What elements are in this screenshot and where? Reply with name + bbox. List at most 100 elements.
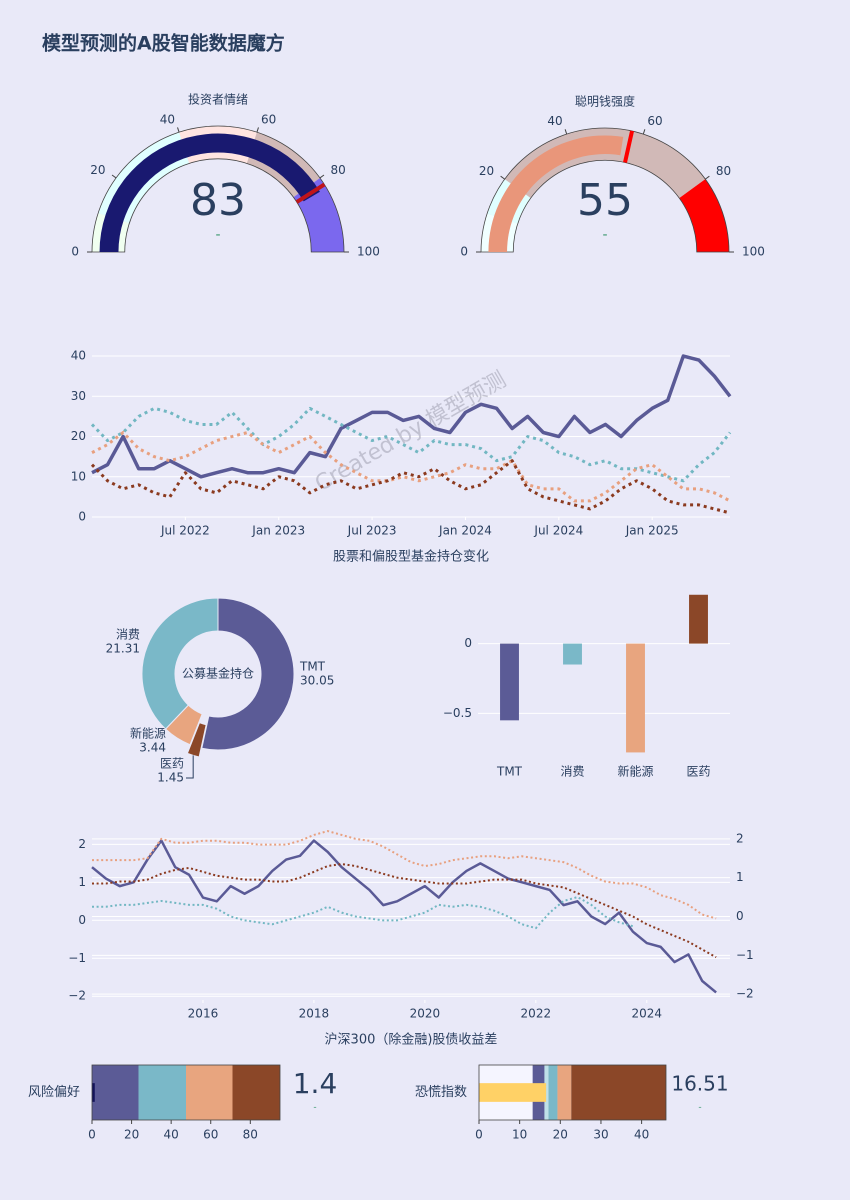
bullet-value: 16.51: [671, 1072, 728, 1096]
x-tick-label: 2020: [410, 1007, 441, 1021]
gauge-tick-label: 40: [160, 112, 175, 126]
bullet-tick-label: 30: [593, 1128, 608, 1142]
x-tick-label: 2022: [521, 1007, 552, 1021]
x-tick-label: 2024: [632, 1007, 663, 1021]
bullet-tick-label: 0: [475, 1128, 483, 1142]
leader-line: [186, 755, 194, 779]
series-line: [91, 431, 731, 503]
bullet-border: [478, 1064, 667, 1121]
series-line: [90, 459, 731, 515]
bullet-step: [544, 1065, 549, 1120]
gauge-tick-label: 40: [547, 114, 562, 128]
y-tick-label: −2: [736, 987, 754, 1001]
x-tick-label: 2018: [299, 1007, 330, 1021]
y-tick-label: 0: [78, 913, 86, 927]
gauge-delta: -: [602, 227, 607, 243]
series-line: [90, 406, 732, 483]
x-tick-label: Jan 2025: [625, 524, 679, 538]
pie-slice: [186, 722, 207, 758]
series-line: [92, 863, 717, 959]
gauge-bar: [99, 133, 320, 252]
bullet-tick-label: 0: [88, 1128, 96, 1142]
gauge-tick-label: 0: [460, 245, 468, 259]
bullet-step: [138, 1065, 186, 1120]
slice-value: 30.05: [300, 674, 334, 688]
gauge-step: [504, 127, 706, 199]
slice-label: 消费: [116, 628, 140, 642]
bar: [626, 643, 645, 753]
bullet-step: [232, 1065, 280, 1120]
y-tick-label: −2: [68, 989, 86, 1003]
bullet-delta: -: [698, 1103, 701, 1113]
x-tick-label: Jul 2023: [347, 524, 397, 538]
gauge-tick: [319, 174, 325, 179]
gauge-tick: [177, 127, 180, 133]
gauge-tick: [642, 129, 646, 135]
slice-value: 21.31: [106, 642, 140, 656]
y-tick-label: 1: [736, 870, 744, 884]
gauge-title: 投资者情绪: [188, 92, 248, 107]
gauge-value: 83: [190, 175, 246, 226]
gauge-bar: [488, 135, 624, 252]
gauge-tick: [564, 129, 568, 135]
bullet-tick-label: 40: [634, 1128, 649, 1142]
x-tick-label: Jan 2024: [438, 524, 492, 538]
bullet-title: 风险偏好: [28, 1085, 80, 1100]
slice-value: 1.45: [157, 771, 184, 785]
series-line: [92, 896, 634, 930]
bullet-value: 1.4: [293, 1067, 338, 1100]
x-axis-label: 沪深300（除金融)股债收益差: [325, 1032, 498, 1048]
gauge-threshold: [295, 182, 326, 204]
bullet-bar: [479, 1083, 547, 1102]
series-line: [91, 354, 732, 479]
gauge-tick-label: 60: [647, 114, 662, 128]
y-tick-label: 30: [71, 389, 86, 403]
bullet-tick-label: 80: [243, 1128, 258, 1142]
bullet-delta: -: [313, 1103, 316, 1113]
bar: [500, 643, 519, 721]
y-tick-label: 1: [78, 875, 86, 889]
y-tick-label: 2: [736, 831, 744, 845]
bullet-step: [557, 1065, 572, 1120]
x-tick-label: 新能源: [617, 764, 653, 779]
page-title: 模型预测的A股智能数据魔方: [42, 32, 285, 55]
gauge-value: 55: [577, 175, 633, 226]
y-tick-label: 20: [71, 429, 86, 443]
y-tick-label: 10: [71, 469, 86, 483]
x-axis-label: 股票和偏股型基金持仓变化: [333, 549, 489, 565]
series-line: [91, 839, 717, 994]
pie-slice: [201, 597, 295, 751]
gauge-title: 聪明钱强度: [575, 94, 635, 109]
y-tick-label: 0: [78, 510, 86, 524]
gauge-tick: [256, 127, 259, 133]
bullet-step: [548, 1065, 558, 1120]
gauge-tick: [500, 175, 505, 180]
bullet-tick-label: 20: [124, 1128, 139, 1142]
pie-slice: [141, 597, 219, 730]
x-tick-label: Jan 2023: [251, 524, 305, 538]
y-tick-label: 40: [71, 349, 86, 363]
y-tick-label: −1: [68, 951, 86, 965]
gauge-tick-label: 80: [330, 163, 345, 177]
x-tick-label: Jul 2024: [533, 524, 583, 538]
gauge-tick-label: 20: [90, 163, 105, 177]
bullet-border: [91, 1064, 281, 1121]
bar: [563, 643, 582, 665]
gauge-step: [679, 179, 729, 252]
x-tick-label: 2016: [188, 1007, 219, 1021]
y-tick-label: 2: [78, 837, 86, 851]
gauge-threshold: [623, 130, 635, 163]
gauge-border: [480, 127, 730, 253]
bullet-step: [92, 1065, 139, 1120]
gauge-tick-label: 80: [716, 164, 731, 178]
gauge-tick-label: 20: [479, 164, 494, 178]
y-tick-label: 0: [736, 909, 744, 923]
bullet-tick-label: 60: [203, 1128, 218, 1142]
x-tick-label: TMT: [496, 765, 523, 779]
bar: [689, 594, 708, 644]
x-tick-label: Jul 2022: [160, 524, 210, 538]
gauge-tick: [111, 174, 117, 179]
gauge-tick-label: 100: [357, 245, 380, 259]
